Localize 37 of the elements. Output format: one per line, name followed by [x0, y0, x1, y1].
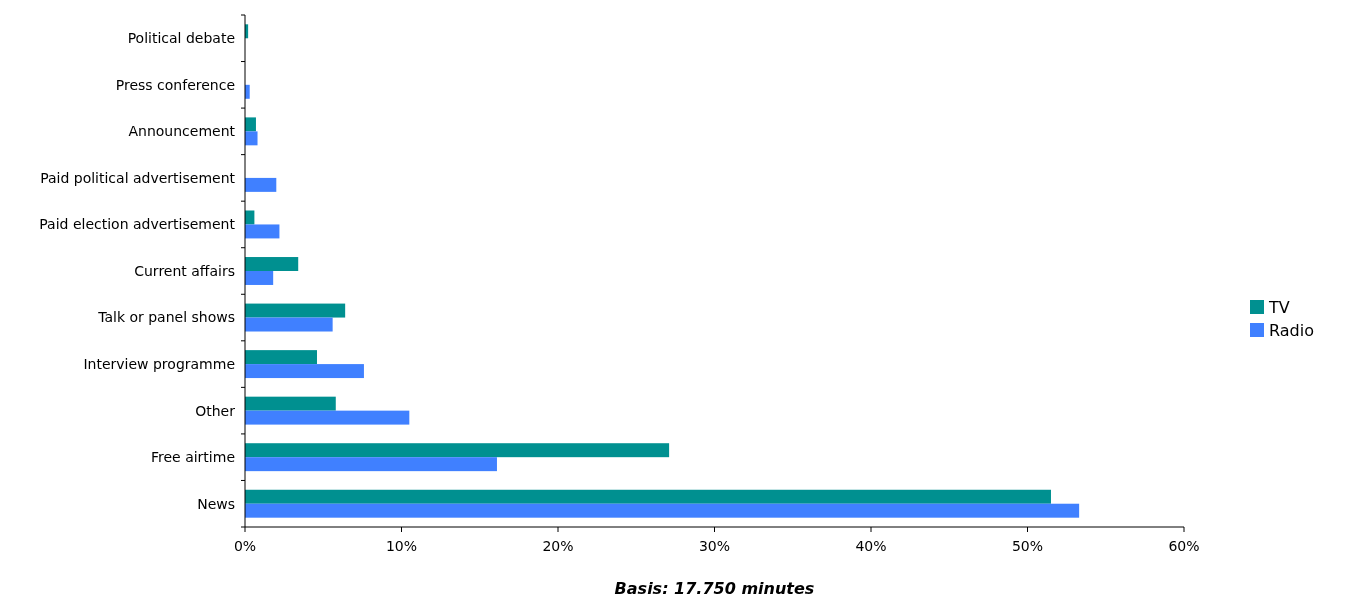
- bar: [245, 489, 1051, 504]
- x-tick-label: 30%: [698, 538, 731, 554]
- bar: [245, 457, 497, 472]
- bar: [245, 503, 1080, 518]
- bar: [245, 177, 277, 192]
- bar: [245, 443, 670, 458]
- y-tick-label: Free airtime: [150, 449, 235, 466]
- bar: [245, 410, 410, 425]
- bar: [245, 117, 256, 132]
- y-tick-label: Paid election advertisement: [39, 216, 236, 233]
- y-tick-label: Other: [195, 402, 236, 419]
- y-tick-label: Talk or panel shows: [97, 309, 235, 326]
- bar: [245, 303, 346, 318]
- legend-label: Radio: [1269, 320, 1314, 340]
- y-tick-label: Announcement: [128, 123, 236, 140]
- x-tick-label: 40%: [855, 538, 887, 554]
- bar: [245, 396, 336, 411]
- x-tick-label: 60%: [1168, 538, 1200, 554]
- y-tick-label: Paid political advertisement: [40, 169, 236, 186]
- bar: [245, 350, 317, 365]
- y-tick-label: Interview programme: [83, 355, 235, 372]
- x-tick-label: 0%: [233, 538, 257, 554]
- bar: [245, 257, 299, 271]
- y-tick-label: Political debate: [127, 30, 235, 47]
- bar: [245, 131, 258, 146]
- y-tick-label: Press conference: [115, 76, 235, 93]
- y-tick-label: Current affairs: [134, 262, 235, 279]
- bar: [245, 364, 364, 379]
- x-tick-label: 50%: [1011, 538, 1044, 554]
- x-tick-label: 20%: [542, 538, 574, 554]
- bar: [245, 224, 280, 239]
- text: Basis: 17.750 minutes: [614, 579, 815, 598]
- y-tick-label: News: [197, 495, 235, 512]
- legend-label: TV: [1268, 297, 1290, 317]
- bar: [245, 271, 274, 285]
- bar: [245, 317, 333, 332]
- x-tick-label: 10%: [385, 538, 418, 554]
